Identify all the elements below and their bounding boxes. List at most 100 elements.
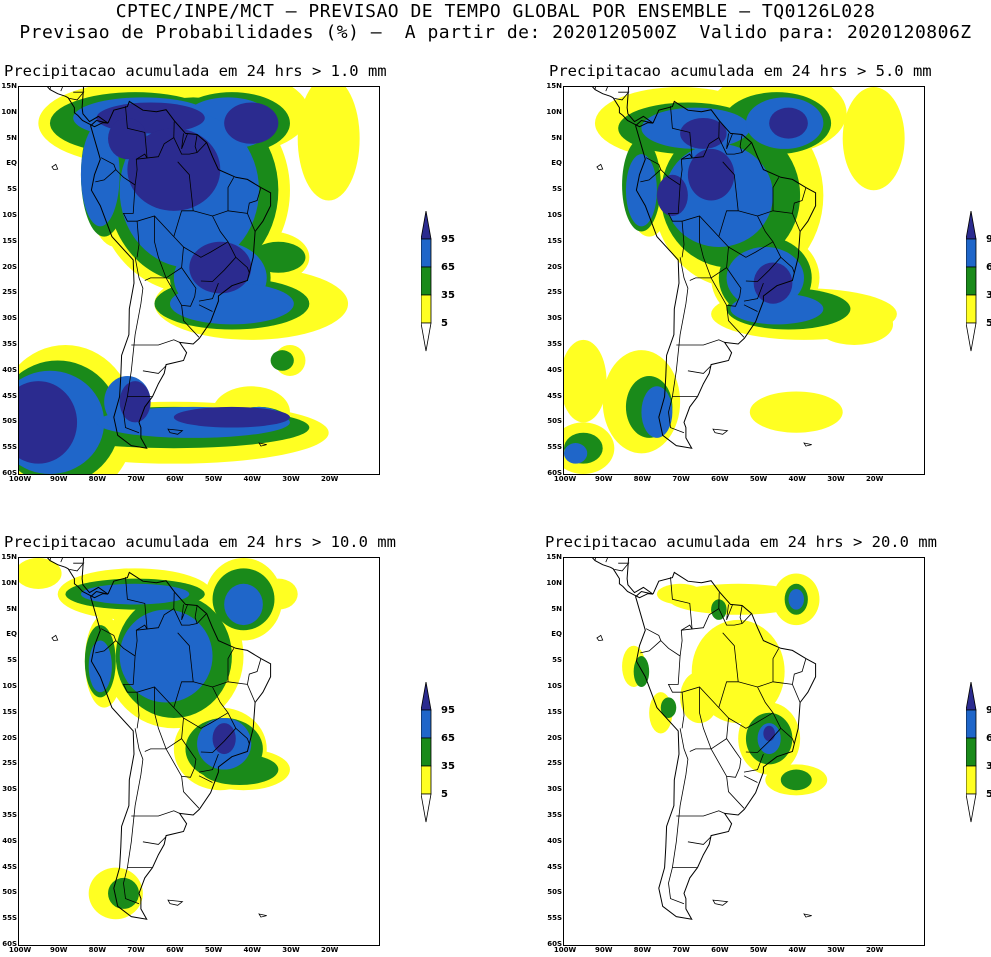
coastline-south-america — [90, 571, 272, 920]
lat-tick-label: 60S — [2, 469, 17, 477]
legend-segment — [421, 737, 432, 767]
country-border — [198, 775, 213, 783]
country-border — [60, 87, 63, 92]
probability-area-5 — [842, 87, 905, 191]
lon-tick-label: 50W — [749, 475, 768, 483]
country-border — [136, 592, 175, 631]
lon-tick-label: 100W — [553, 475, 577, 483]
legend-label-95: 95 — [986, 234, 991, 245]
coastline-central-america — [592, 558, 654, 599]
coastline-south-america — [90, 100, 272, 449]
lat-tick-label: 10N — [1, 107, 17, 116]
lon-tick-label: 40W — [243, 946, 261, 954]
legend-segment — [966, 266, 977, 296]
country-border — [154, 687, 167, 750]
country-border — [173, 137, 207, 155]
coastline-central-america — [47, 558, 109, 599]
legend-label-95: 95 — [986, 705, 991, 716]
legend-colorbar — [421, 211, 432, 352]
country-border — [177, 632, 194, 682]
coastline-south-america — [635, 100, 817, 449]
country-border — [743, 304, 758, 312]
country-border — [227, 712, 250, 744]
country-border — [165, 738, 197, 778]
lon-tick-label: 80W — [633, 475, 652, 483]
country-border — [681, 686, 729, 750]
country-border — [247, 658, 262, 685]
panel-title-1: Precipitacao acumulada em 24 hrs > 1.0 m… — [4, 62, 387, 80]
panel-title-4: Precipitacao acumulada em 24 hrs > 20.0 … — [545, 533, 937, 551]
lon-tick-label: 90W — [49, 946, 68, 954]
legend-label-5: 5 — [441, 318, 448, 329]
legend-segment — [421, 238, 432, 268]
country-border — [605, 558, 608, 563]
lat-tick-label: 20S — [2, 262, 17, 271]
lat-tick-label: 60S — [2, 940, 17, 948]
lat-tick-label: 30S — [2, 314, 17, 323]
probability-area-35 — [660, 697, 677, 718]
island-outline — [803, 913, 812, 918]
country-border — [181, 305, 200, 338]
island-outline — [51, 634, 59, 642]
probability-area-65 — [730, 293, 824, 325]
island-outline — [167, 428, 184, 435]
country-border — [144, 277, 167, 281]
country-border — [95, 628, 117, 654]
lat-tick-label: 60S — [547, 469, 562, 477]
lat-tick-label: 15N — [546, 553, 562, 561]
lat-tick-label: 15N — [1, 82, 17, 90]
country-border — [173, 210, 248, 237]
country-border — [136, 121, 175, 160]
legend-segment — [421, 294, 432, 324]
lat-tick-label: 25S — [547, 288, 562, 297]
country-border — [668, 728, 689, 905]
lat-tick-label: 60S — [547, 940, 562, 948]
island-outline — [803, 442, 812, 447]
map-svg — [564, 87, 905, 474]
country-border — [123, 257, 144, 434]
lat-tick-label: 35S — [547, 811, 562, 819]
probability-area-95 — [763, 725, 775, 742]
legend-segment — [421, 709, 432, 739]
lat-tick-label: 55S — [2, 443, 17, 452]
probability-area-95 — [108, 117, 147, 160]
country-border — [69, 91, 85, 101]
color-legend-1: 95 65 35 5 — [421, 211, 481, 353]
country-border — [681, 121, 720, 160]
lon-tick-label: 50W — [204, 946, 223, 954]
country-border — [772, 177, 780, 211]
country-border — [739, 134, 743, 153]
map-svg — [19, 87, 360, 474]
lon-tick-label: 50W — [749, 946, 768, 954]
legend-colorbar — [966, 682, 977, 823]
coastline-south-america — [635, 571, 817, 920]
lat-tick-label: 30S — [547, 314, 562, 323]
probability-area-65 — [119, 609, 213, 703]
lon-tick-label: 100W — [8, 946, 32, 954]
lon-tick-label: 40W — [788, 946, 806, 954]
country-border — [681, 215, 729, 279]
country-border — [743, 282, 764, 302]
color-legend-2: 95 65 35 5 — [966, 211, 991, 353]
country-border — [183, 215, 229, 258]
lat-tick-label: EQ — [551, 630, 562, 639]
lat-tick-label: 30S — [547, 785, 562, 794]
country-border — [69, 562, 85, 572]
country-border — [743, 753, 764, 773]
lon-tick-label: 60W — [711, 475, 729, 483]
probability-area-65 — [80, 123, 120, 227]
country-border — [718, 137, 752, 155]
legend-colorbar — [966, 211, 977, 352]
panel-title-3: Precipitacao acumulada em 24 hrs > 10.0 … — [4, 533, 396, 551]
legend-label-65: 65 — [986, 262, 991, 273]
probability-area-65 — [564, 443, 588, 464]
lat-tick-label: 15S — [2, 707, 17, 716]
legend-label-35: 35 — [986, 761, 991, 772]
lon-tick-label: 80W — [88, 946, 107, 954]
probability-area-95 — [753, 262, 793, 304]
legend-segment — [966, 238, 977, 268]
country-border — [142, 365, 167, 374]
lon-tick-label: 70W — [127, 946, 145, 954]
probability-area-35 — [780, 769, 812, 791]
probability-area-65 — [788, 588, 804, 610]
